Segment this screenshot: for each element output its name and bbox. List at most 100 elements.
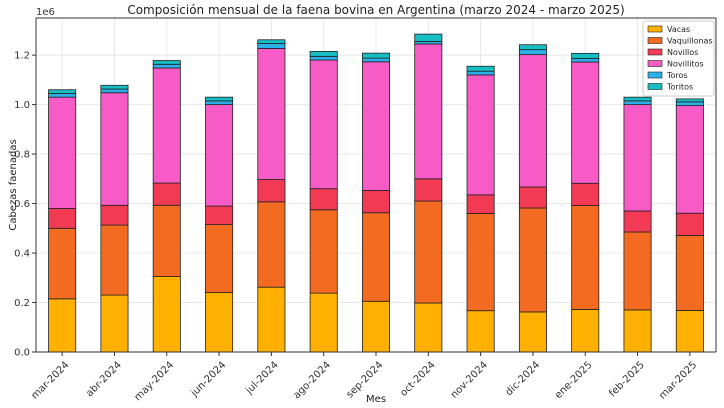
bar-toros-ago-2024 (309, 55, 338, 61)
bar-vaquillonas-nov-2024 (466, 213, 495, 312)
x-tick-label: jun-2024 (188, 360, 228, 400)
bar-toritos-ene-2025 (571, 52, 600, 59)
bar-vaquillonas-mar-2025 (675, 235, 704, 311)
legend-label: Toros (666, 71, 688, 80)
bar-novillitos-mar-2025 (675, 105, 704, 214)
bar-novillos-nov-2024 (466, 194, 495, 214)
bar-toros-jul-2024 (257, 43, 286, 49)
bar-vacas-feb-2025 (623, 309, 652, 353)
x-tick-label: may-2024 (133, 360, 177, 404)
legend-swatch (647, 25, 663, 33)
bar-vacas-mar-2024 (48, 298, 77, 353)
bar-vacas-sep-2024 (361, 300, 390, 353)
x-tick-label: abr-2024 (84, 360, 124, 400)
axes (32, 17, 717, 356)
x-tick-labels: mar-2024 abr-2024 may-2024 jun-2024 jul-2024… (30, 360, 700, 404)
bar-vaquillonas-mar-2024 (48, 227, 77, 300)
bar-novillos-sep-2024 (361, 190, 390, 214)
y-multiplier-label: 1e6 (36, 7, 55, 18)
x-tick-label: mar-2024 (30, 360, 72, 402)
bar-toros-nov-2024 (466, 70, 495, 76)
bar-novillitos-jul-2024 (257, 48, 286, 180)
bar-toros-mar-2024 (48, 93, 77, 98)
chart-title: Composición mensual de la faena bovina e… (127, 3, 624, 17)
bar-vacas-ago-2024 (309, 292, 338, 353)
legend-swatch (647, 48, 663, 56)
bars (48, 33, 704, 353)
bar-novillitos-mar-2024 (48, 96, 77, 209)
x-tick-label: ene-2025 (553, 360, 595, 402)
bar-novillitos-ago-2024 (309, 59, 338, 190)
bar-vaquillonas-ene-2025 (571, 205, 600, 310)
x-tick-label: mar-2025 (657, 360, 699, 402)
bar-toros-jun-2024 (205, 100, 234, 105)
bar-vaquillonas-abr-2024 (100, 224, 129, 296)
bar-novillos-oct-2024 (414, 178, 443, 202)
bar-novillitos-feb-2025 (623, 104, 652, 212)
x-tick-label: nov-2024 (449, 360, 490, 401)
legend: Vacas Vaquillonas Novillos Novillitos Toros T… (642, 20, 715, 97)
x-axis-title: Mes (366, 394, 386, 405)
bar-toritos-oct-2024 (414, 33, 443, 42)
bar-toros-sep-2024 (361, 57, 390, 63)
x-tick-label: feb-2025 (607, 360, 647, 400)
x-tick-label: ago-2024 (291, 360, 333, 402)
bar-novillitos-abr-2024 (100, 92, 129, 206)
y-tick-label: 0.0 (14, 348, 30, 359)
bar-toritos-mar-2024 (48, 89, 77, 94)
bar-novillitos-dic-2024 (518, 54, 547, 188)
bar-vaquillonas-may-2024 (152, 204, 181, 277)
legend-swatch (647, 37, 663, 44)
bar-vacas-oct-2024 (414, 302, 443, 353)
bar-vacas-nov-2024 (466, 310, 495, 353)
bar-novillos-jul-2024 (257, 179, 286, 203)
bar-toritos-sep-2024 (361, 52, 390, 59)
bar-vaquillonas-jul-2024 (257, 201, 286, 288)
bar-vaquillonas-sep-2024 (361, 212, 390, 302)
bar-toros-abr-2024 (100, 88, 129, 94)
bar-toritos-dic-2024 (518, 44, 547, 51)
x-tick-label: oct-2024 (398, 360, 437, 399)
bar-vaquillonas-jun-2024 (205, 224, 234, 294)
bar-vaquillonas-dic-2024 (518, 207, 547, 313)
bar-toritos-ago-2024 (309, 51, 338, 57)
bar-novillitos-oct-2024 (414, 43, 443, 180)
y-tick-label: 0.8 (14, 150, 30, 161)
legend-label: Novillos (667, 48, 698, 57)
bar-novillos-feb-2025 (623, 210, 652, 233)
bar-novillos-ago-2024 (309, 188, 338, 211)
bar-toritos-nov-2024 (466, 65, 495, 72)
legend-swatch (647, 71, 663, 79)
bar-novillitos-jun-2024 (205, 104, 234, 207)
bar-toros-feb-2025 (623, 100, 652, 105)
bar-novillos-ene-2025 (571, 182, 600, 206)
y-axis-title: Cabezas faenadas (8, 139, 19, 230)
y-tick-label: 1.0 (14, 100, 30, 111)
legend-label: Vacas (667, 25, 690, 34)
legend-label: Novillitos (667, 60, 704, 69)
x-tick-label: dic-2024 (504, 360, 543, 399)
bar-novillos-may-2024 (152, 182, 181, 206)
bar-novillitos-sep-2024 (361, 61, 390, 191)
bar-vacas-may-2024 (152, 276, 181, 353)
bar-novillos-jun-2024 (205, 205, 234, 225)
bar-novillitos-ene-2025 (571, 61, 600, 184)
bar-toros-may-2024 (152, 63, 181, 69)
y-tick-label: 0.6 (14, 199, 30, 210)
bar-toritos-mar-2025 (675, 98, 704, 103)
y-tick-label: 0.2 (14, 298, 30, 309)
bar-toritos-jul-2024 (257, 39, 286, 44)
legend-swatch (647, 60, 663, 67)
bar-toros-dic-2024 (518, 49, 547, 56)
bar-vaquillonas-feb-2025 (623, 231, 652, 311)
bar-vaquillonas-oct-2024 (414, 200, 443, 304)
bar-novillitos-may-2024 (152, 67, 181, 184)
y-tick-label: 1.2 (14, 51, 30, 62)
bar-novillos-abr-2024 (100, 204, 129, 226)
x-tick-label: jul-2024 (243, 360, 280, 397)
y-tick-label: 0.4 (14, 249, 30, 260)
bar-toritos-feb-2025 (623, 96, 652, 102)
legend-label: Toritos (666, 83, 693, 92)
bar-novillos-mar-2024 (48, 208, 77, 229)
bar-novillos-dic-2024 (518, 186, 547, 209)
